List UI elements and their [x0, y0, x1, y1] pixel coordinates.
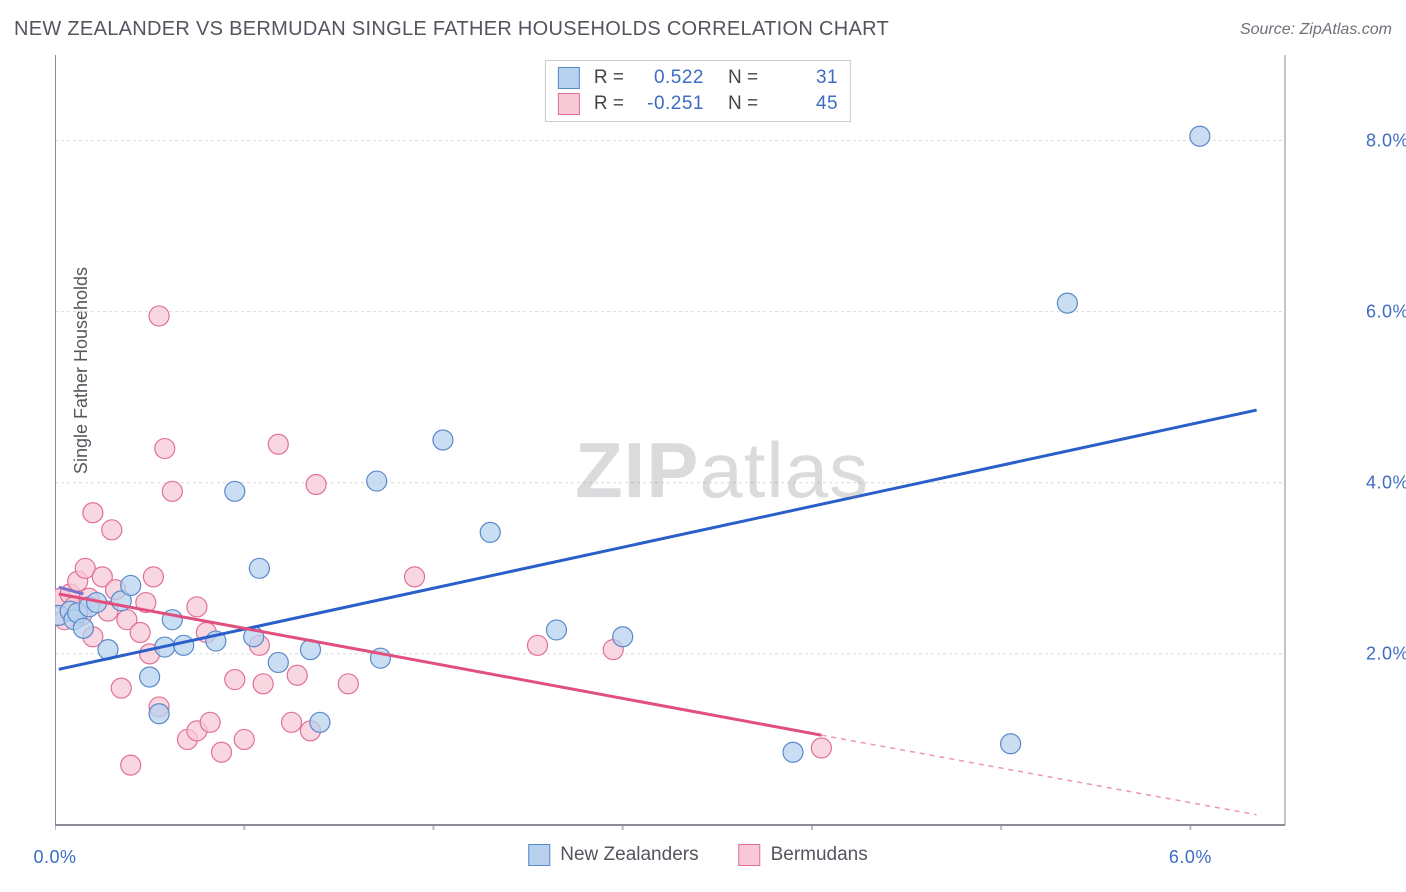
legend-swatch: [528, 844, 550, 866]
chart-title: NEW ZEALANDER VS BERMUDAN SINGLE FATHER …: [14, 18, 889, 41]
legend-swatch: [558, 67, 580, 89]
plot: [55, 55, 1341, 830]
x-tick-label: 6.0%: [1169, 847, 1212, 868]
y-tick-label: 4.0%: [1366, 472, 1406, 493]
legend-swatch: [558, 93, 580, 115]
scatter-svg: [55, 55, 1341, 830]
n-label: N =: [728, 93, 758, 115]
header: NEW ZEALANDER VS BERMUDAN SINGLE FATHER …: [14, 18, 1392, 41]
n-value: 31: [766, 67, 838, 89]
n-label: N =: [728, 67, 758, 89]
r-label: R =: [594, 93, 624, 115]
legend-label: New Zealanders: [560, 844, 698, 866]
r-label: R =: [594, 67, 624, 89]
y-tick-label: 6.0%: [1366, 301, 1406, 322]
source-label: Source: ZipAtlas.com: [1240, 21, 1392, 39]
r-value: -0.251: [632, 93, 704, 115]
legend-label: Bermudans: [771, 844, 868, 866]
legend-stat-row: R = -0.251 N = 45: [558, 91, 838, 117]
n-value: 45: [766, 93, 838, 115]
y-tick-label: 8.0%: [1366, 130, 1406, 151]
x-tick-label: 0.0%: [33, 847, 76, 868]
chart-area: Single Father Households ZIPatlas R =0.5…: [55, 55, 1341, 830]
r-value: 0.522: [632, 67, 704, 89]
legend-series: New Zealanders Bermudans: [528, 844, 868, 866]
legend-item: New Zealanders: [528, 844, 698, 866]
legend-stats: R = 0.522 N = 31 R = -0.251 N = 45: [545, 60, 851, 122]
legend-stat-row: R = 0.522 N = 31: [558, 65, 838, 91]
legend-swatch: [739, 844, 761, 866]
y-tick-label: 2.0%: [1366, 643, 1406, 664]
legend-item: Bermudans: [739, 844, 868, 866]
